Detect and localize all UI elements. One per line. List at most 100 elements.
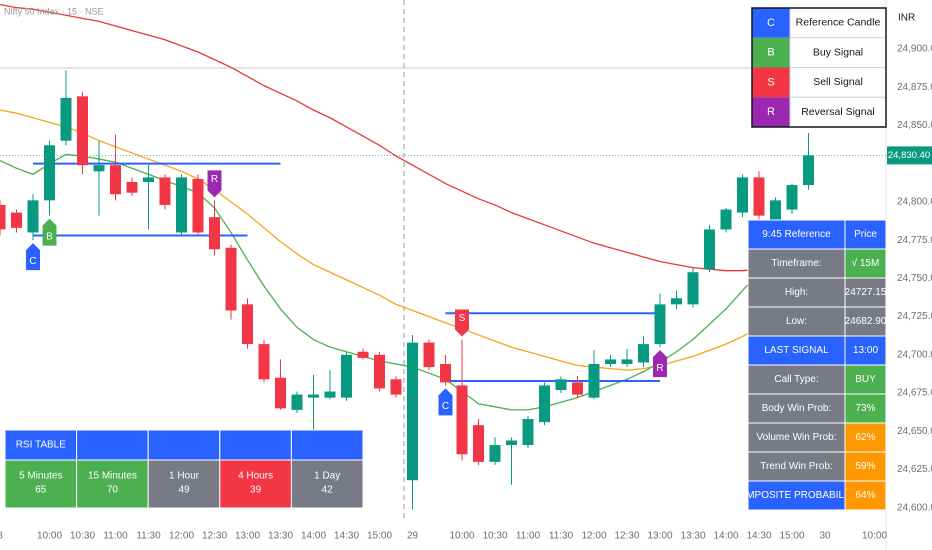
currency: INR — [898, 13, 915, 24]
ref-value: 64% — [855, 490, 875, 501]
ref-value-cell — [844, 480, 887, 511]
candle-body — [638, 344, 649, 363]
candle-body — [93, 165, 105, 172]
candle-body — [671, 298, 682, 305]
candle-body — [126, 182, 138, 193]
y-tick-label: 24,700.00 — [897, 349, 932, 360]
ref-label: Volume Win Prob: — [756, 432, 836, 443]
candle-body — [159, 177, 171, 205]
candle-body — [209, 217, 220, 250]
signals: C B R C S R — [26, 170, 667, 416]
legend-swatch — [752, 97, 790, 127]
ref-value: Price — [854, 229, 877, 240]
x-tick-label: 8 — [0, 531, 3, 542]
candle-body — [737, 177, 748, 213]
candle-body — [522, 419, 534, 446]
legend-code: C — [767, 17, 775, 29]
x-tick-label: 13:30 — [268, 531, 293, 542]
x-tick-label: 15:00 — [779, 531, 804, 542]
y-tick-label: 24,850.00 — [897, 120, 932, 131]
candle-body — [753, 177, 765, 216]
x-tick-label: 15:00 — [367, 531, 392, 542]
candle-body — [803, 155, 814, 186]
candle-body — [324, 391, 336, 398]
symbol-title: Nifty 50 Index · 15 · NSE — [4, 6, 104, 16]
candle-body — [0, 204, 6, 230]
x-tick-label: 29 — [407, 531, 419, 542]
x-tick-label: 14:00 — [301, 531, 326, 542]
x-tick-label: 10:30 — [70, 531, 95, 542]
x-tick-label: 14:00 — [713, 531, 738, 542]
candle-body — [786, 185, 798, 210]
legend-swatch — [752, 67, 790, 98]
legend-cell — [789, 7, 887, 39]
legend-code: B — [767, 47, 774, 59]
candle-body — [621, 359, 633, 364]
x-tick-label: 11:30 — [136, 531, 161, 542]
candle-body — [572, 382, 583, 395]
price-tag-label: 24,830.40 — [888, 150, 930, 161]
ref-value-cell — [844, 335, 887, 366]
rsi-cell — [219, 459, 292, 509]
rsi-timeframe: 1 Hour — [169, 471, 200, 482]
candle-body — [555, 379, 567, 390]
candle-body — [27, 200, 39, 233]
rsi-value: 42 — [322, 485, 334, 496]
ref-value-cell — [844, 248, 887, 279]
ref-value: 62% — [855, 432, 875, 443]
y-tick-label: 24,800.00 — [897, 197, 932, 208]
x-tick-label: 30 — [819, 531, 831, 542]
y-tick-label: 24,600.00 — [897, 502, 932, 513]
ref-label-cell — [747, 219, 846, 250]
ref-label-cell — [747, 277, 846, 308]
candle-body — [588, 364, 600, 398]
legend-border — [751, 7, 887, 128]
moving-averages — [0, 3, 809, 411]
x-tick-label: 14:30 — [746, 531, 771, 542]
rsi-timeframe: 15 Minutes — [88, 471, 137, 482]
rsi-header-cell — [76, 429, 149, 461]
y-tick-label: 24,875.00 — [897, 82, 932, 93]
x-tick-label: 11:30 — [549, 531, 574, 542]
candle-body — [423, 342, 435, 368]
y-tick-label: 24,725.00 — [897, 311, 932, 322]
signal-label: C — [29, 256, 36, 267]
signal-marker — [26, 243, 40, 271]
ref-value: √ 15M — [852, 257, 880, 269]
rsi-value: 39 — [250, 485, 262, 496]
candle-body — [704, 229, 715, 270]
legend-cell — [789, 96, 887, 128]
legend-code: S — [767, 76, 774, 88]
legend-cell — [789, 67, 887, 98]
candle-body — [770, 200, 781, 221]
rsi-cell — [290, 459, 364, 509]
candle-body — [390, 379, 402, 395]
candle-body — [654, 304, 666, 345]
ref-value-cell — [844, 306, 887, 337]
candle-body — [308, 394, 319, 398]
legend-swatch — [752, 8, 790, 38]
x-tick-label: 12:00 — [581, 531, 606, 542]
rsi-cell — [76, 459, 149, 509]
ref-value: 13:00 — [853, 345, 878, 356]
x-tick-label: 14:30 — [334, 531, 359, 542]
signal-marker — [455, 309, 469, 337]
x-tick-label: 10:30 — [482, 531, 507, 542]
candle-body — [456, 385, 468, 455]
legend-cell — [789, 37, 887, 68]
x-tick-label: 10:00 — [862, 531, 887, 542]
ref-label: High: — [785, 287, 808, 298]
price-tag — [887, 146, 932, 165]
candle-body — [720, 209, 732, 230]
x-tick-label: 12:00 — [169, 531, 194, 542]
legend-text: Sell Signal — [813, 76, 863, 88]
legend-text: Reference Candle — [796, 17, 881, 29]
signal-marker — [438, 388, 453, 416]
x-tick-label: 12:30 — [614, 531, 639, 542]
x-tick-label: 13:00 — [235, 531, 260, 542]
y-tick-label: 24,675.00 — [897, 388, 932, 399]
ref-label-cell — [747, 480, 846, 511]
signal-marker — [42, 218, 57, 246]
x-tick-label: 10:00 — [37, 531, 62, 542]
